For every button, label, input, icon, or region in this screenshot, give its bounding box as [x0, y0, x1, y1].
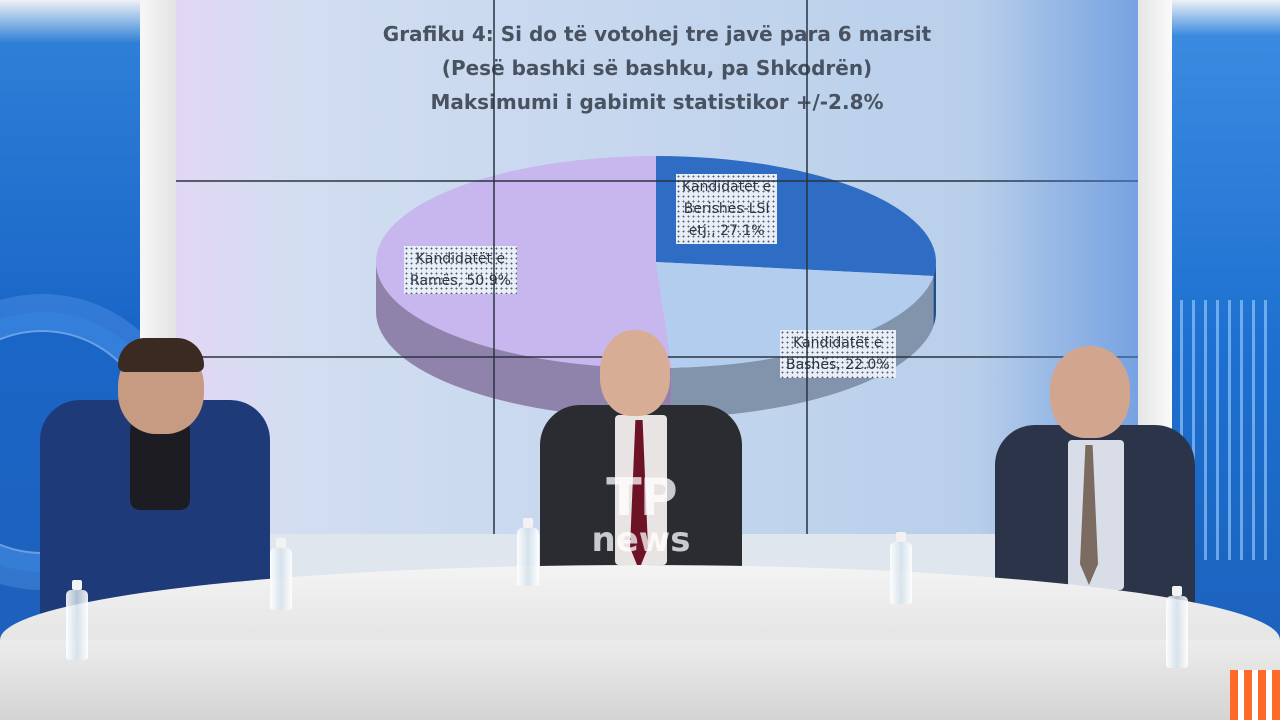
screen-seam-v2: [806, 0, 808, 534]
pie-slice-side-2: [376, 262, 672, 418]
logo-news-text: news: [591, 520, 691, 560]
slice-label-berisha: Kandidatët e Berishës-LSI etj., 27.1%: [676, 174, 778, 244]
chart-title-line-3: Maksimumi i gabimit statistikor +/-2.8%: [430, 90, 884, 114]
chart-title-line-2: (Pesë bashki së bashku, pa Shkodrën): [441, 56, 873, 80]
desk-front: [0, 640, 1280, 720]
screen-seam-v1: [493, 0, 495, 534]
water-bottle: [890, 532, 912, 604]
pie-slice-side-1: [671, 275, 934, 418]
pie-slice-side-0: [933, 262, 936, 326]
slice-label-berisha-line-2: Berishës-LSI: [683, 201, 770, 217]
screen-seam-h1: [176, 180, 1138, 182]
pie-chart: [375, 156, 936, 418]
pie-slice-1: [656, 262, 934, 368]
slice-label-basha-line-1: Kandidatët e: [793, 335, 883, 351]
channel-watermark-logo: TP news: [566, 468, 716, 564]
pie-slice-2: [375, 156, 672, 368]
slice-label-berisha-line-3: etj., 27.1%: [688, 223, 765, 239]
water-bottle: [66, 580, 88, 660]
water-bottle: [517, 518, 539, 586]
desk-accent-stripe: [1230, 670, 1280, 720]
slice-label-berisha-line-1: Kandidatët e: [682, 179, 772, 195]
logo-tp-text: TP: [606, 468, 678, 528]
water-bottle: [270, 538, 292, 610]
slice-label-basha-line-2: Bashës, 22.0%: [786, 357, 890, 373]
water-bottle: [1166, 586, 1188, 668]
slice-label-basha: Kandidatët e Bashës, 22.0%: [780, 330, 896, 378]
slice-label-rama-line-2: Ramës, 50.9%: [410, 273, 511, 289]
slice-label-rama-line-1: Kandidatët e: [415, 251, 506, 267]
right-video-wall: [1170, 0, 1280, 720]
slice-label-rama: Kandidatët e Ramës, 50.9%: [404, 246, 517, 294]
chart-title-line-1: Grafiku 4: Si do të votohej tre javë par…: [382, 22, 932, 46]
